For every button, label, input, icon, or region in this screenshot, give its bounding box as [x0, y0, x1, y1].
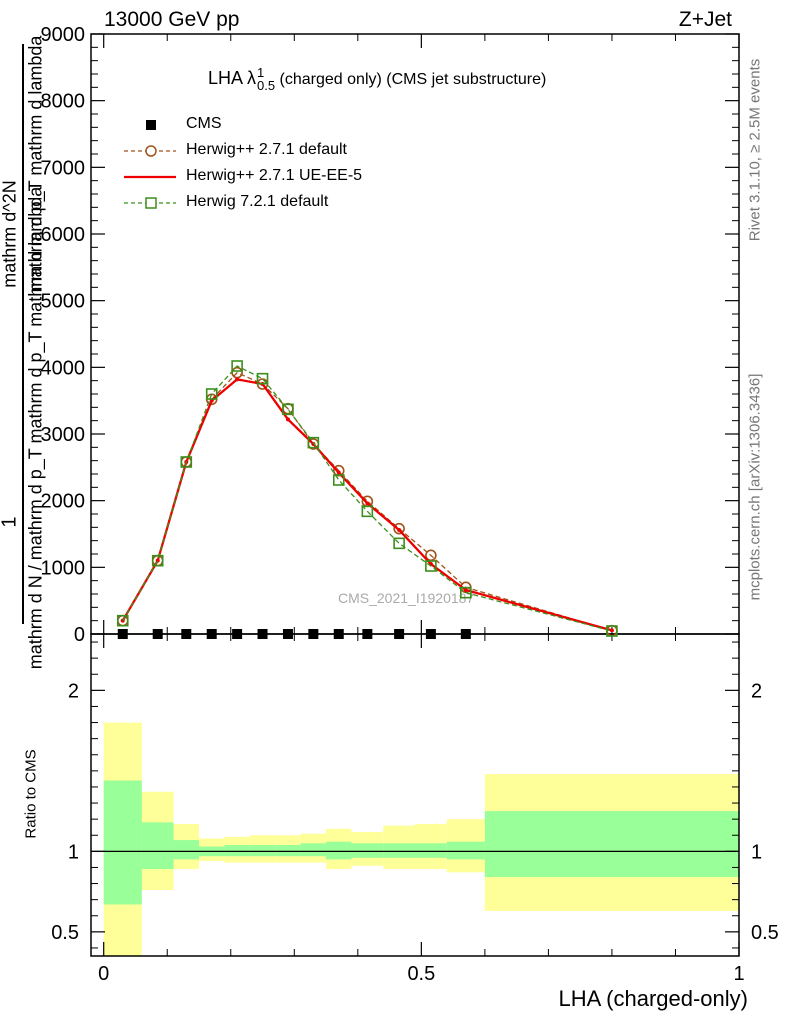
title-main: LHA λ — [208, 67, 257, 88]
ratio-ytick-label: 0.5 — [51, 922, 79, 944]
cms-data-point — [232, 629, 243, 639]
main-ytick-label: 9000 — [41, 24, 86, 46]
main-ytick-label: 8000 — [41, 91, 86, 113]
cms-data-point — [282, 629, 293, 639]
legend-marker-herwig7-default — [124, 197, 176, 209]
ratio-inner-band — [275, 844, 301, 857]
main-ytick-label: 0 — [74, 624, 85, 646]
ratio-inner-band — [249, 844, 276, 857]
ratio-inner-band — [415, 843, 447, 858]
cms-data-point — [117, 629, 128, 639]
ratio-ytick-label: 1 — [68, 841, 79, 863]
main-plot-frame — [90, 33, 740, 635]
main-ytick-label: 5000 — [41, 291, 86, 313]
xtick-label: 0.5 — [407, 963, 435, 985]
cms-data-point — [308, 629, 319, 639]
herwig7-default-point — [116, 614, 129, 627]
herwigpp-ueee5-point — [397, 528, 402, 532]
cms-data-point — [460, 629, 471, 639]
ratio-inner-band — [103, 780, 142, 905]
legend-marker-cms — [146, 120, 156, 130]
title-sup-sub: 1 0.5 — [257, 66, 275, 92]
main-ytick-label: 6000 — [41, 224, 86, 246]
legend-label-herwig7-default: Herwig 7.2.1 default — [186, 193, 329, 210]
cms-data-point — [362, 629, 373, 639]
cms-data-point — [152, 629, 163, 639]
xtick-label: 1 — [733, 963, 744, 985]
herwig7-default-point — [231, 360, 243, 372]
herwigpp-ueee5-point — [365, 501, 370, 506]
title-rest: (charged only) (CMS jet substructure) — [275, 70, 547, 88]
ratio-inner-band — [173, 840, 199, 860]
ratio-inner-band — [484, 811, 739, 878]
herwig7-default-point — [425, 560, 437, 572]
cms-data-point — [333, 629, 344, 639]
cms-data-point — [206, 629, 217, 639]
herwigpp-ueee5-point — [336, 470, 341, 475]
ratio-inner-band — [383, 843, 415, 858]
herwig7-default-point — [606, 625, 618, 637]
series-line-3 — [122, 365, 613, 632]
cms-data-point — [257, 629, 268, 639]
ratio-plot-frame — [90, 633, 740, 957]
ratio-inner-band — [351, 843, 384, 858]
herwigpp-default-point — [393, 522, 405, 535]
ratio-inner-band — [326, 841, 352, 860]
cms-data-point — [394, 629, 405, 639]
legend: CMS Herwig++ 2.7.1 default Herwig++ 2.7.… — [120, 112, 400, 222]
legend-label-herwigpp-default: Herwig++ 2.7.1 default — [186, 141, 347, 158]
herwigpp-ueee5-point — [285, 417, 290, 422]
legend-label-cms: CMS — [186, 115, 222, 132]
main-ytick-label: 2000 — [41, 491, 86, 513]
ratio-ytick-label-right: 2 — [751, 680, 762, 702]
herwig7-default-point — [282, 403, 294, 416]
xtick-label: 0 — [98, 963, 109, 985]
title-sup: 1 — [257, 65, 265, 80]
x-axis-label: LHA (charged-only) — [558, 986, 748, 1011]
header-collision: 13000 GeV pp — [104, 8, 240, 31]
herwigpp-ueee5-point — [463, 588, 468, 592]
legend-label-herwigpp-ueee5: Herwig++ 2.7.1 UE-EE-5 — [186, 167, 363, 184]
ratio-ytick-label-right: 0.5 — [751, 922, 779, 944]
ratio-inner-band — [446, 841, 485, 860]
cms-data-point — [425, 629, 436, 639]
main-ytick-label: 7000 — [41, 157, 86, 179]
main-ytick-label: 1000 — [41, 557, 86, 579]
cms-data-point — [181, 629, 192, 639]
herwig7-default-point — [393, 537, 405, 550]
ratio-inner-band — [141, 822, 174, 870]
main-ytick-label: 4000 — [41, 357, 86, 379]
series-line-2 — [121, 378, 613, 632]
ratio-inner-band — [224, 844, 250, 857]
chart-title: LHA λ 1 0.5 (charged only) (CMS jet substr… — [208, 66, 546, 92]
main-ylabel: 1 mathrm d N / mathrm d p_T mathrm d p_T… — [0, 34, 60, 670]
title-sub: 0.5 — [257, 78, 276, 93]
herwig7-default-point — [256, 372, 269, 385]
legend-marker-herwigpp-ueee5 — [124, 175, 176, 179]
herwig7-default-point — [460, 586, 472, 599]
ylabel-fraction-bar — [22, 44, 24, 624]
legend-marker-herwigpp-default — [124, 145, 176, 157]
header-process: Z+Jet — [678, 8, 732, 31]
herwigpp-ueee5-point — [235, 377, 240, 382]
main-ytick-label: 3000 — [41, 424, 86, 446]
ratio-ytick-label-right: 1 — [751, 841, 762, 863]
ratio-inner-band — [300, 843, 327, 857]
herwig7-default-point — [180, 456, 193, 468]
herwigpp-ueee5-point — [609, 628, 614, 633]
analysis-watermark: CMS_2021_I1920187 — [338, 590, 475, 606]
herwig7-default-point — [307, 436, 320, 449]
herwig7-default-point — [205, 388, 218, 400]
herwig7-default-point — [332, 474, 345, 486]
ratio-ytick-label: 2 — [68, 680, 79, 702]
herwig7-default-point — [361, 505, 374, 518]
herwig7-default-point — [151, 554, 164, 567]
